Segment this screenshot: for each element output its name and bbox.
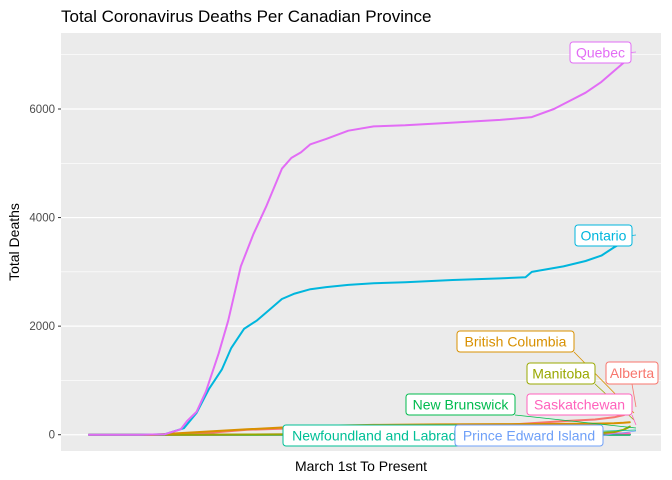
series-label-box bbox=[456, 330, 575, 353]
series-label-prince-edward-island: Prince Edward Island bbox=[454, 424, 604, 447]
series-label-newfoundland-and-labrador: Newfoundland and Labrador bbox=[282, 424, 479, 447]
y-axis-ticks: 0 2000 4000 6000 bbox=[29, 104, 61, 442]
series-label-saskatchewan: Saskatchewan bbox=[526, 393, 633, 416]
label-leader-line bbox=[631, 383, 637, 408]
series-label-text: Prince Edward Island bbox=[463, 428, 595, 444]
series-label-box bbox=[405, 393, 516, 416]
series-label-box bbox=[574, 224, 633, 247]
series-label-box bbox=[526, 362, 596, 385]
x-axis-title: March 1st To Present bbox=[295, 458, 427, 474]
series-label-text: Quebec bbox=[576, 45, 625, 61]
series-label-quebec: Quebec bbox=[569, 41, 632, 64]
y-tick-label: 0 bbox=[49, 430, 55, 442]
series-line-quebec bbox=[88, 53, 631, 436]
y-axis-title: Total Deaths bbox=[6, 203, 22, 281]
plot-panel bbox=[61, 33, 661, 451]
label-leader-line bbox=[514, 414, 637, 429]
series-label-box bbox=[526, 393, 633, 416]
label-leader-line bbox=[602, 430, 637, 436]
series-label-text: Newfoundland and Labrador bbox=[292, 428, 469, 444]
series-label-manitoba: Manitoba bbox=[526, 362, 596, 385]
series-label-text: Manitoba bbox=[532, 366, 590, 382]
series-label-text: Alberta bbox=[610, 365, 655, 381]
series-direct-labels: Quebec Ontario British Columbia Manitoba Alb… bbox=[282, 41, 659, 447]
series-label-british-columbia: British Columbia bbox=[456, 330, 575, 353]
series-label-box bbox=[454, 424, 604, 447]
series-label-box bbox=[569, 41, 632, 64]
series-label-ontario: Ontario bbox=[574, 224, 633, 247]
label-leader-line bbox=[630, 51, 637, 53]
series-label-text: British Columbia bbox=[465, 334, 567, 350]
y-tick-label: 6000 bbox=[29, 104, 55, 116]
series-label-text: Ontario bbox=[581, 228, 627, 244]
series-label-text: Saskatchewan bbox=[534, 397, 625, 413]
y-tick-label: 4000 bbox=[29, 213, 55, 225]
series-label-alberta: Alberta bbox=[605, 361, 659, 385]
series-line-british-columbia bbox=[88, 421, 631, 436]
series-label-box bbox=[605, 361, 659, 385]
series-label-new-brunswick: New Brunswick bbox=[405, 393, 516, 416]
series-line-ontario bbox=[88, 238, 631, 436]
y-tick-label: 2000 bbox=[29, 321, 55, 333]
series-label-text: New Brunswick bbox=[413, 397, 510, 413]
label-leader-line bbox=[631, 414, 637, 426]
label-leader-line bbox=[631, 234, 637, 236]
chart-title: Total Coronavirus Deaths Per Canadian Pr… bbox=[61, 7, 432, 26]
